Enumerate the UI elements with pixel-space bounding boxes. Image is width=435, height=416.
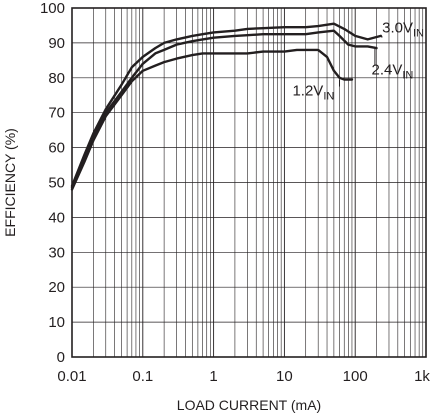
series-label-voltage: 2.4V	[372, 61, 403, 78]
series-layer	[70, 22, 382, 191]
series-line-1	[70, 29, 378, 189]
y-tick-label: 100	[40, 0, 65, 17]
series-label-subscript: IN	[413, 27, 424, 39]
series-label-subscript: IN	[402, 69, 413, 81]
series-label-voltage: 1.2V	[292, 82, 323, 99]
y-tick-label: 20	[48, 279, 65, 296]
series-line-2	[70, 48, 354, 191]
y-tick-label: 60	[48, 140, 65, 157]
series-line-0	[70, 22, 382, 188]
series-label-2: 1.2VIN	[292, 82, 334, 102]
y-tick-label: 10	[48, 314, 65, 331]
y-tick-label: 50	[48, 175, 65, 192]
x-tick-label: 1	[209, 368, 217, 385]
series-label-1: 2.4VIN	[372, 61, 414, 81]
y-tick-label: 30	[48, 244, 65, 261]
x-tick-label: 10	[276, 368, 293, 385]
x-tick-label: 0.01	[57, 368, 86, 385]
series-label-0: 3.0VIN	[382, 19, 424, 39]
y-tick-label: 0	[57, 349, 65, 366]
x-tick-label: 100	[343, 368, 368, 385]
y-tick-label: 80	[48, 70, 65, 87]
x-tick-label: 1k	[414, 368, 430, 385]
x-tick-label: 0.1	[132, 368, 153, 385]
y-tick-label: 40	[48, 209, 65, 226]
y-axis-title: EFFICIENCY (%)	[2, 128, 18, 237]
x-tick-labels: 0.01 0.1 1 10 100 1k	[57, 368, 430, 385]
x-axis-title: LOAD CURRENT (mA)	[177, 397, 321, 413]
plot-frame	[71, 7, 427, 358]
y-tick-label: 90	[48, 35, 65, 52]
y-tick-labels: 0 10 20 30 40 50 60 70 80 90 100	[40, 0, 65, 366]
label-connectors	[338, 35, 383, 87]
series-label-subscript: IN	[323, 90, 334, 102]
series-label-voltage: 3.0V	[382, 19, 413, 36]
y-tick-label: 70	[48, 105, 65, 122]
